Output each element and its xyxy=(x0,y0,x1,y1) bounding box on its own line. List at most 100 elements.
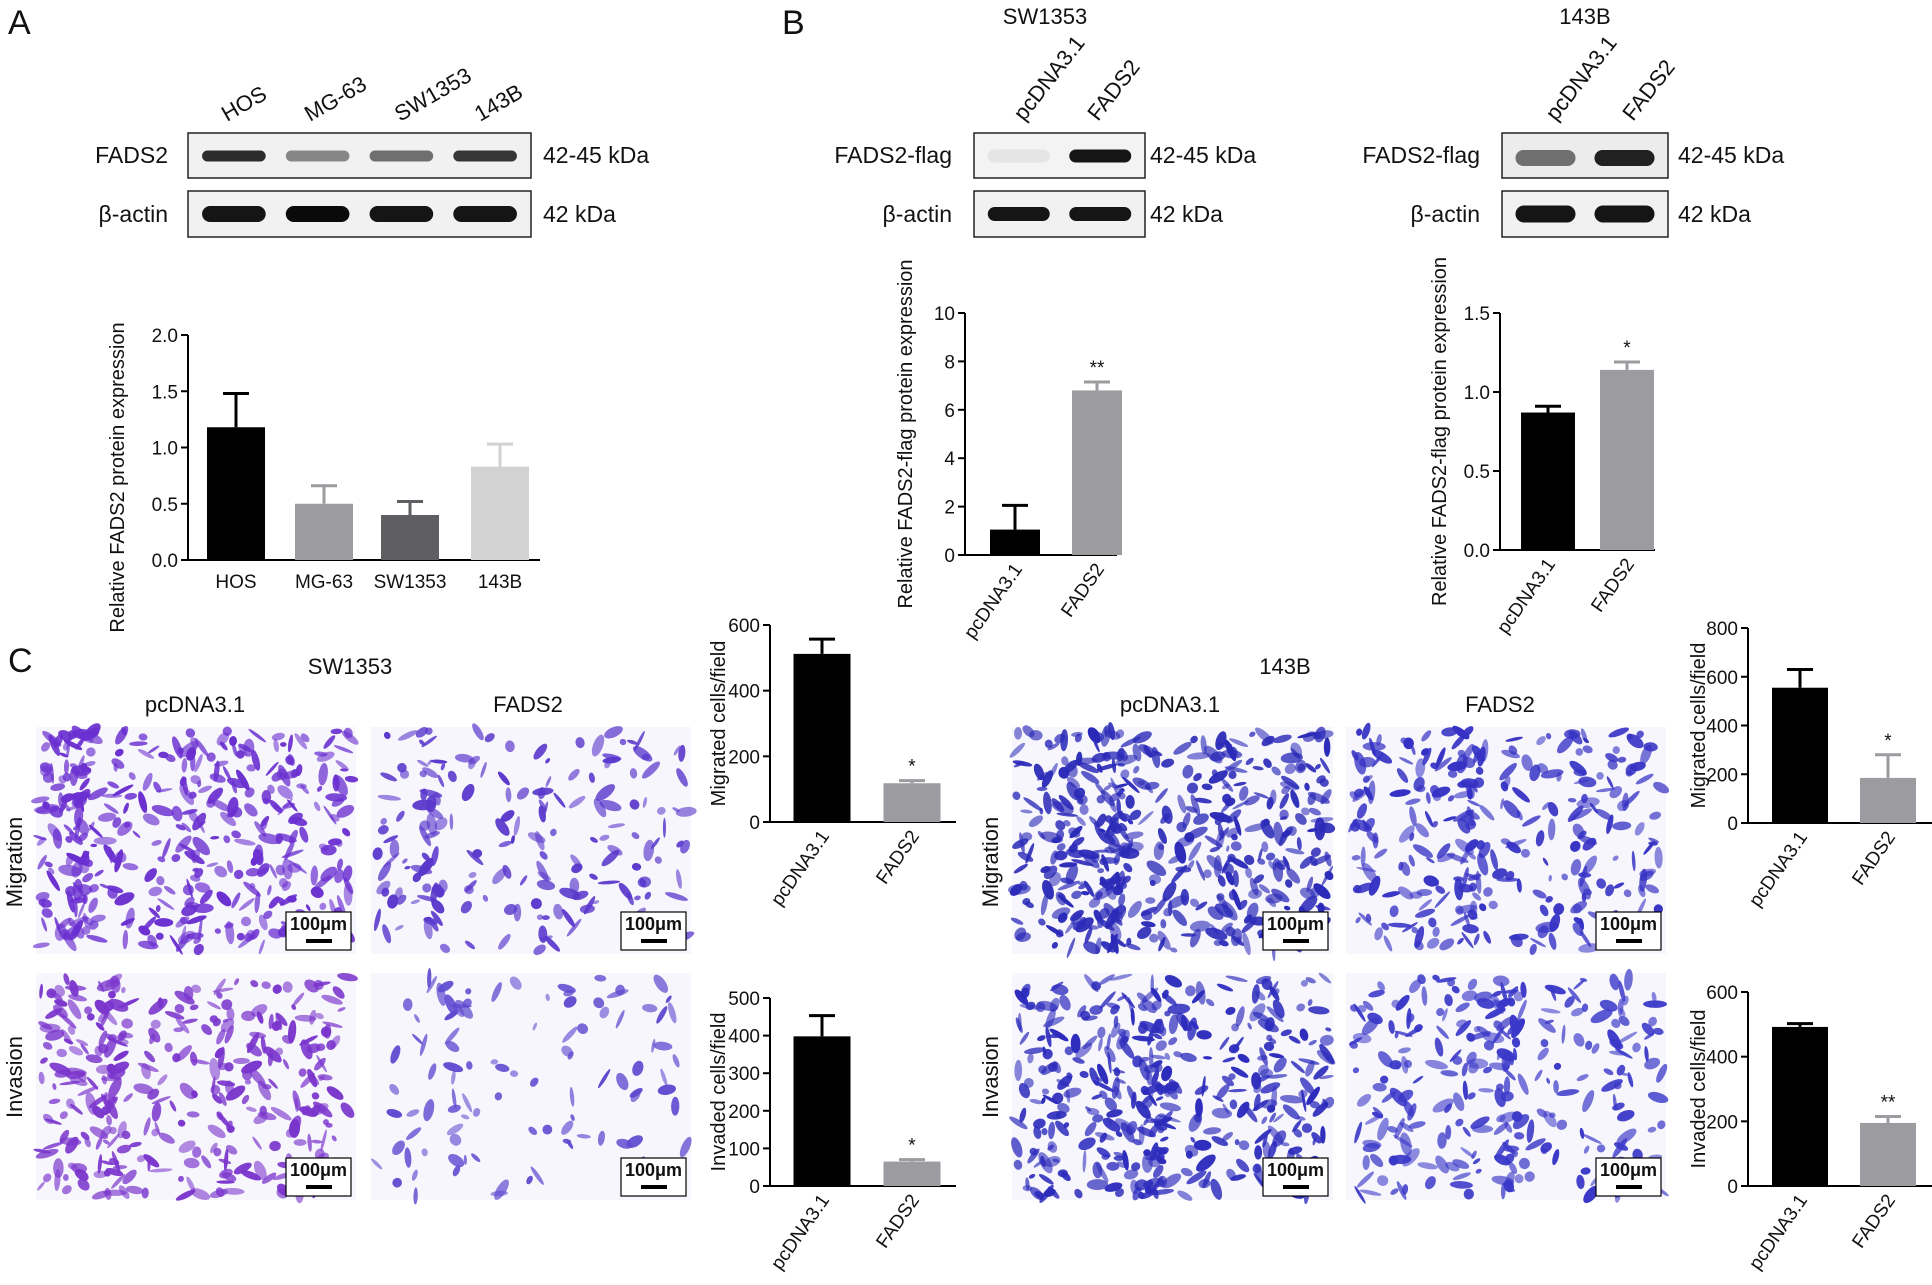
cell xyxy=(1151,1188,1175,1196)
micrograph-image: 100μm xyxy=(371,723,697,956)
cell xyxy=(41,908,53,918)
cell xyxy=(143,1117,151,1136)
cell xyxy=(1306,876,1314,893)
cell xyxy=(1464,839,1479,852)
cell xyxy=(1272,999,1285,1019)
cell xyxy=(316,1055,327,1073)
cell xyxy=(411,1169,418,1181)
cell xyxy=(224,1025,234,1044)
y-tick-label: 0.0 xyxy=(1464,541,1490,562)
cell xyxy=(1155,1040,1167,1051)
cell xyxy=(236,932,245,941)
cell xyxy=(482,894,489,902)
cell xyxy=(1461,931,1474,949)
cell xyxy=(461,783,475,802)
cell xyxy=(1435,885,1446,894)
cell xyxy=(1477,852,1489,876)
cell xyxy=(1657,1120,1666,1130)
cell xyxy=(1228,1073,1236,1080)
scale-bar-label: 100μm xyxy=(1267,914,1324,934)
cell xyxy=(394,924,404,931)
cell xyxy=(602,756,621,764)
blot-band xyxy=(369,150,434,162)
cell xyxy=(241,1060,263,1074)
cell xyxy=(1445,1161,1460,1172)
cell xyxy=(1168,900,1173,917)
cell xyxy=(1009,1116,1028,1130)
cell xyxy=(465,880,477,892)
cell xyxy=(106,885,124,894)
cell xyxy=(1041,1097,1046,1104)
cell xyxy=(1436,1008,1445,1017)
cell xyxy=(1103,785,1112,791)
cell xyxy=(1099,1090,1108,1100)
cell xyxy=(54,1168,61,1192)
cell xyxy=(186,932,204,940)
cell xyxy=(1556,1089,1580,1097)
cell xyxy=(1223,759,1243,773)
cell xyxy=(1164,975,1183,988)
cell xyxy=(1634,822,1645,836)
cell xyxy=(1479,804,1495,821)
cell xyxy=(396,810,405,822)
cell xyxy=(1252,1011,1270,1022)
cell xyxy=(421,735,437,748)
cell xyxy=(1368,990,1385,998)
cell xyxy=(206,752,216,762)
cell xyxy=(1097,868,1105,874)
cell xyxy=(340,1102,355,1118)
cell xyxy=(179,741,199,758)
cell xyxy=(1503,1076,1511,1096)
cell xyxy=(1578,872,1592,878)
cell xyxy=(1113,853,1121,866)
cell xyxy=(426,975,438,994)
cell xyxy=(1476,998,1495,1009)
cell xyxy=(1055,929,1064,938)
lane-label: FADS2 xyxy=(1082,55,1145,125)
cell xyxy=(98,1030,108,1047)
cell xyxy=(1089,1067,1100,1086)
cell xyxy=(1648,841,1658,846)
cell xyxy=(1395,994,1410,1011)
cell xyxy=(595,784,616,801)
cell xyxy=(331,1135,337,1142)
cell xyxy=(1549,913,1561,932)
cell xyxy=(630,1090,641,1103)
cell xyxy=(1605,884,1615,897)
cell xyxy=(1144,781,1160,790)
cell xyxy=(1360,846,1366,867)
y-tick-label: 2.0 xyxy=(152,326,178,347)
cell xyxy=(1447,770,1458,778)
cell xyxy=(1605,753,1619,763)
cell xyxy=(1569,760,1587,776)
cell xyxy=(1152,1033,1163,1040)
cell xyxy=(1115,783,1129,788)
cell xyxy=(182,1018,198,1024)
cell xyxy=(1255,727,1274,745)
cell xyxy=(1462,867,1469,889)
cell xyxy=(1540,1039,1549,1048)
cell xyxy=(451,1070,456,1085)
cell xyxy=(1077,1005,1087,1018)
cell xyxy=(252,848,264,866)
cell xyxy=(634,730,645,752)
bar xyxy=(1860,1122,1916,1186)
cell xyxy=(216,1029,226,1045)
cell xyxy=(657,807,666,815)
cell xyxy=(389,1084,400,1095)
cell xyxy=(1353,1003,1366,1022)
cell xyxy=(1436,843,1451,859)
cell xyxy=(156,875,165,886)
lane-label: HOS xyxy=(217,81,271,126)
blot-band xyxy=(285,150,350,162)
cell xyxy=(1201,783,1213,791)
cell xyxy=(282,858,293,880)
cell xyxy=(1159,1102,1182,1112)
cell xyxy=(157,997,164,1009)
cell xyxy=(632,746,653,762)
cell xyxy=(1617,756,1627,763)
cell xyxy=(676,768,688,787)
cell xyxy=(1083,941,1101,955)
cell xyxy=(1647,1126,1657,1133)
cell xyxy=(642,796,648,808)
